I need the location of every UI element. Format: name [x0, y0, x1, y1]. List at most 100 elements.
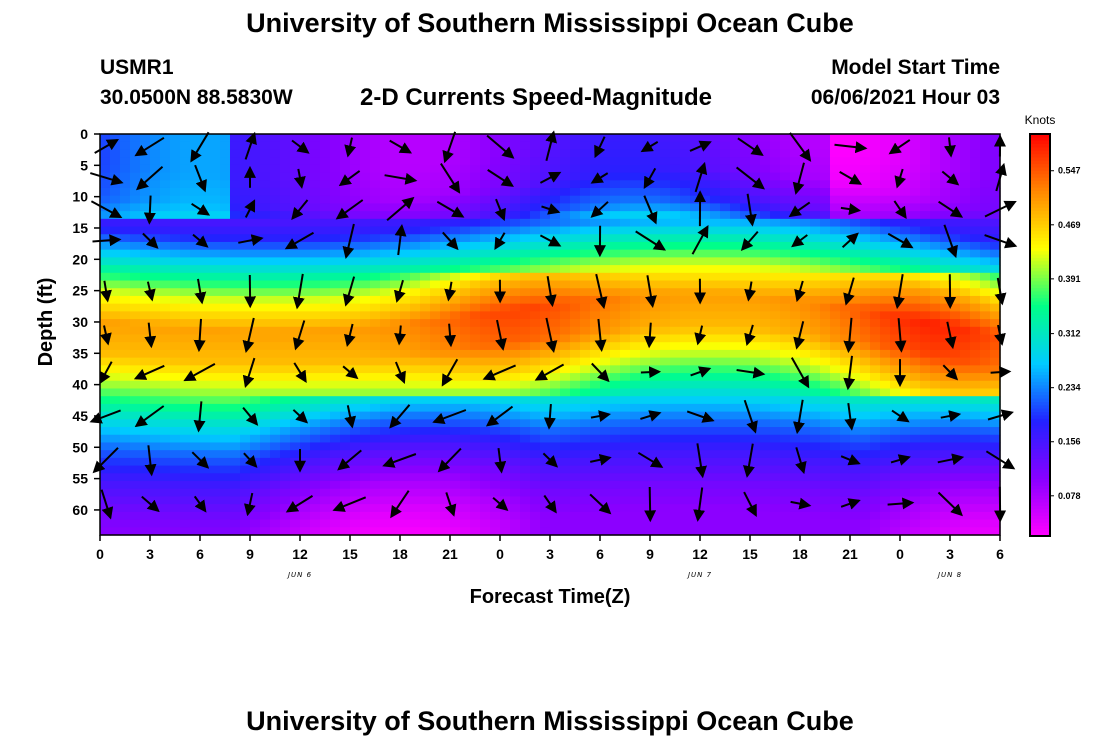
heatmap-cell: [210, 326, 221, 336]
heatmap-cell: [910, 334, 921, 343]
heatmap-cell: [840, 249, 851, 258]
heatmap-cell: [700, 149, 711, 158]
heatmap-cell: [320, 280, 331, 289]
heatmap-cell: [440, 434, 451, 444]
heatmap-cell: [430, 241, 441, 251]
heatmap-cell: [760, 442, 771, 451]
heatmap-cell: [580, 504, 591, 513]
colorbar-cell: [1030, 227, 1050, 232]
heatmap-cell: [330, 465, 341, 474]
heatmap-cell: [120, 365, 131, 374]
heatmap-cell: [380, 164, 391, 174]
heatmap-cell: [150, 373, 161, 382]
heatmap-cell: [420, 203, 431, 212]
current-arrow: [743, 399, 758, 434]
heatmap-cell: [220, 511, 231, 521]
heatmap-cell: [820, 403, 831, 413]
current-arrow: [743, 491, 757, 517]
heatmap-cell: [410, 295, 421, 305]
heatmap-cell: [120, 311, 131, 320]
heatmap-cell: [210, 311, 221, 320]
heatmap-cell: [810, 288, 821, 297]
heatmap-cell: [180, 319, 191, 328]
heatmap-cell: [710, 457, 721, 467]
heatmap-cell: [260, 319, 271, 328]
heatmap-cell: [930, 280, 941, 289]
heatmap-cell: [740, 157, 751, 166]
heatmap-cell: [790, 365, 801, 374]
heatmap-cell: [930, 442, 941, 451]
heatmap-cell: [960, 349, 971, 359]
heatmap-cell: [580, 365, 591, 374]
heatmap-cell: [180, 249, 191, 258]
heatmap-cell: [210, 365, 221, 374]
heatmap-cell: [670, 241, 681, 251]
heatmap-cell: [590, 303, 601, 312]
heatmap-cell: [960, 180, 971, 189]
heatmap-cell: [770, 496, 781, 505]
heatmap-cell: [270, 488, 281, 498]
heatmap-cell: [470, 211, 481, 220]
heatmap-cell: [710, 218, 721, 228]
heatmap-cell: [180, 187, 191, 197]
heatmap-cell: [400, 342, 411, 351]
heatmap-cell: [800, 195, 811, 204]
heatmap-cell: [290, 218, 301, 228]
heatmap-cell: [980, 488, 991, 498]
heatmap-cell: [700, 203, 711, 212]
heatmap-cell: [350, 481, 361, 490]
heatmap-cell: [180, 172, 191, 181]
heatmap-cell: [720, 527, 731, 536]
heatmap-cell: [200, 326, 211, 336]
heatmap-cell: [640, 319, 651, 328]
heatmap-cell: [180, 519, 191, 528]
heatmap-cell: [450, 411, 461, 420]
heatmap-cell: [580, 326, 591, 336]
heatmap-cell: [770, 141, 781, 151]
current-arrow: [541, 203, 561, 215]
heatmap-cell: [620, 326, 631, 336]
heatmap-cell: [190, 311, 201, 320]
heatmap-cell: [770, 218, 781, 228]
heatmap-cell: [290, 481, 301, 490]
heatmap-cell: [460, 295, 471, 305]
heatmap-cell: [980, 195, 991, 204]
heatmap-cell: [470, 511, 481, 521]
heatmap-cell: [910, 265, 921, 274]
heatmap-cell: [340, 496, 351, 505]
heatmap-cell: [450, 288, 461, 297]
heatmap-cell: [280, 457, 291, 467]
heatmap-cell: [980, 203, 991, 212]
heatmap-cell: [790, 496, 801, 505]
heatmap-cell: [370, 211, 381, 220]
heatmap-cell: [150, 280, 161, 289]
heatmap-cell: [520, 419, 531, 428]
heatmap-cell: [810, 311, 821, 320]
heatmap-cell: [710, 365, 721, 374]
heatmap-cell: [250, 519, 261, 528]
heatmap-cell: [750, 349, 761, 359]
heatmap-cell: [250, 141, 261, 151]
heatmap-cell: [540, 434, 551, 444]
heatmap-cell: [840, 365, 851, 374]
heatmap-cell: [460, 527, 471, 536]
heatmap-cell: [140, 311, 151, 320]
heatmap-cell: [650, 504, 661, 513]
heatmap-cell: [820, 319, 831, 328]
current-arrow: [100, 489, 114, 520]
heatmap-cell: [360, 141, 371, 151]
heatmap-cell: [470, 280, 481, 289]
heatmap-cell: [400, 272, 411, 282]
heatmap-cell: [700, 527, 711, 536]
heatmap-cell: [320, 319, 331, 328]
heatmap-cell: [960, 481, 971, 490]
heatmap-cell: [970, 172, 981, 181]
heatmap-cell: [330, 288, 341, 297]
heatmap-cell: [810, 211, 821, 220]
heatmap-cell: [670, 303, 681, 312]
heatmap-cell: [120, 157, 131, 166]
heatmap-cell: [670, 319, 681, 328]
heatmap-cell: [960, 272, 971, 282]
heatmap-cell: [820, 450, 831, 459]
heatmap-cell: [230, 504, 241, 513]
